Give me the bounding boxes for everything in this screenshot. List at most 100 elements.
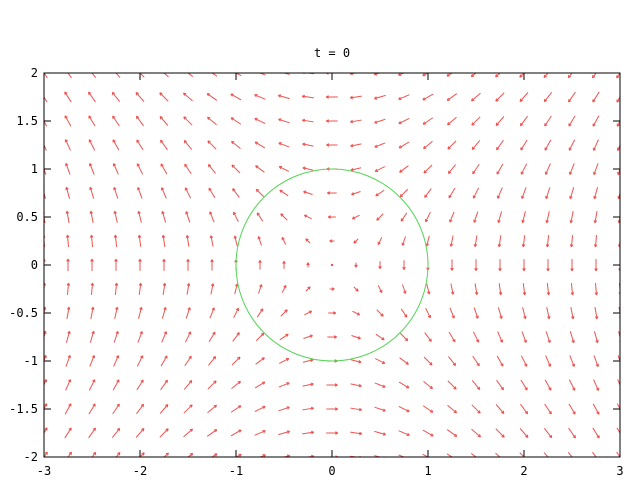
vector-arrowhead (594, 196, 597, 200)
vector-dash (592, 115, 600, 127)
vector-dash (255, 165, 265, 173)
vector-arrowhead (65, 234, 68, 238)
vector-dash (302, 359, 314, 363)
vector-arrowhead (597, 339, 599, 343)
vector-arrowhead (139, 306, 142, 310)
vector-dash (351, 191, 361, 195)
vector-dash (159, 428, 169, 438)
vector-arrowhead (376, 218, 380, 221)
vector-dash (138, 283, 142, 295)
vector-dash (446, 429, 458, 437)
vector-arrowhead (160, 69, 163, 70)
vector-arrowhead (497, 196, 501, 199)
vector-dash (88, 379, 96, 391)
vector-dash (570, 235, 574, 247)
vector-arrowhead (568, 124, 572, 127)
vector-arrowhead (91, 355, 95, 358)
vector-dash (425, 211, 431, 223)
vector-dash (254, 381, 266, 389)
vector-arrowhead (163, 331, 167, 334)
vector-arrowhead (165, 404, 169, 406)
vector-dash (160, 355, 168, 367)
vector-arrowhead (502, 460, 505, 461)
x-tick-label: 1 (424, 464, 431, 478)
vector-dash (65, 139, 71, 151)
vector-arrowhead (400, 195, 404, 198)
vector-dash (593, 187, 599, 199)
vector-arrowhead (237, 380, 241, 383)
vector-arrowhead (115, 355, 119, 358)
vector-arrowhead (185, 235, 188, 239)
vector-dash (113, 163, 119, 175)
vector-arrowhead (302, 72, 303, 73)
x-axis-tick-labels: -3 -2 -1 0 1 2 3 (37, 464, 624, 478)
vector-dash (185, 307, 191, 319)
vector-arrowhead (478, 386, 481, 390)
vector-arrowhead (500, 291, 503, 295)
vector-arrowhead (496, 172, 500, 175)
vector-dash (208, 356, 216, 366)
vector-arrowhead (278, 166, 282, 170)
vector-arrowhead (137, 211, 140, 215)
x-tick-label: -2 (133, 464, 147, 478)
vector-arrowhead (209, 235, 212, 239)
vector-dash (159, 116, 169, 126)
vector-arrowhead (526, 434, 529, 438)
vector-dash (350, 359, 362, 363)
vector-dash (569, 163, 575, 175)
vector-dash (472, 187, 480, 199)
vector-arrowhead (260, 308, 264, 311)
vector-dash (471, 380, 481, 390)
vector-dash (233, 211, 239, 223)
vector-dash (161, 187, 167, 199)
vector-dash (350, 431, 362, 435)
vector-dash (374, 382, 386, 388)
vector-dash (374, 166, 386, 172)
vector-dash (351, 335, 361, 339)
vector-dash (592, 403, 600, 415)
vector-arrowhead (183, 140, 186, 144)
vector-dash (136, 139, 144, 151)
vector-arrowhead (161, 235, 164, 239)
vector-dash (183, 404, 193, 414)
vector-arrowhead (116, 379, 120, 382)
vector-arrowhead (549, 461, 552, 462)
vector-dash (398, 94, 410, 100)
vector-dash (162, 235, 166, 247)
vector-dash (89, 331, 95, 343)
vector-dash (231, 356, 241, 366)
vector-arrowhead (230, 93, 233, 97)
vector-arrowhead (426, 243, 429, 247)
vector-arrowhead (377, 242, 381, 246)
vector-dash (352, 310, 360, 316)
x-tick-label: 0 (328, 464, 335, 478)
vector-arrowhead (596, 316, 599, 320)
vector-arrowhead (68, 451, 72, 454)
vector-dash (426, 235, 430, 247)
vector-arrowhead (548, 315, 551, 319)
vector-arrowhead (237, 356, 241, 359)
vector-dash (496, 355, 504, 367)
vector-dash (231, 381, 241, 389)
vector-arrowhead (90, 282, 94, 286)
vector-dash (159, 404, 169, 414)
vector-dash (254, 141, 266, 149)
vector-dash (135, 428, 145, 438)
vector-arrowhead (231, 141, 234, 145)
vector-dash (207, 380, 217, 390)
vector-arrowhead (480, 458, 481, 461)
vector-dash (230, 117, 242, 125)
vector-dash (447, 116, 457, 126)
vector-field (43, 69, 621, 462)
vector-arrowhead (569, 196, 573, 200)
vector-arrowhead (310, 406, 314, 409)
vector-dash (594, 307, 598, 319)
vector-arrowhead (235, 307, 239, 311)
vector-dash (280, 309, 288, 317)
vector-dash (375, 189, 385, 197)
vector-arrowhead (333, 335, 337, 338)
vector-arrowhead (448, 196, 452, 199)
vector-arrowhead (187, 307, 191, 310)
vector-arrowhead (327, 192, 331, 195)
vector-arrowhead (448, 171, 452, 174)
